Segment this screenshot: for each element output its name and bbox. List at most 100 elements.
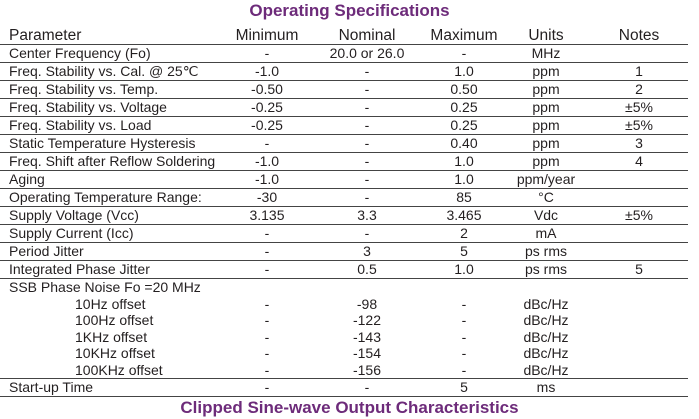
cell-value: - bbox=[308, 98, 426, 117]
table-row: Static Temperature Hysteresis - -0.40 ppm 3 bbox=[0, 134, 688, 153]
table-row: Operating Temperature Range: -30-85 °C bbox=[0, 188, 688, 207]
cell-value: - bbox=[308, 62, 426, 81]
table-row: Aging -1.0-1.0 ppm/year bbox=[0, 170, 688, 189]
cell-value bbox=[590, 345, 688, 362]
cell-value: ±5% bbox=[590, 206, 688, 225]
cell-value: - bbox=[461, 361, 467, 378]
header-row: Parameter Minimum Nominal Maximum Units Notes bbox=[0, 26, 688, 45]
cell-value: -98 bbox=[356, 295, 378, 312]
cell-value: - bbox=[308, 80, 426, 99]
column-header: Minimum bbox=[226, 26, 308, 45]
cell-value: - bbox=[226, 260, 308, 279]
cell-value: -122 bbox=[352, 312, 382, 328]
cell-value: - bbox=[308, 116, 426, 135]
table-row: 10Hz offset - -98 - dBc/Hz bbox=[0, 296, 688, 313]
cell-value bbox=[590, 188, 688, 207]
parameter-name: Period Jitter bbox=[0, 242, 226, 261]
cell-value: MHz bbox=[531, 45, 561, 61]
cell-value: -156 bbox=[352, 361, 382, 378]
cell-value: - bbox=[461, 295, 467, 312]
cell-value: ppm bbox=[502, 80, 590, 99]
table-row: Period Jitter -3 5 ps rms bbox=[0, 242, 688, 261]
cell-value: 3 bbox=[590, 134, 688, 153]
table-row: Freq. Stability vs. Cal. @ 25℃ -1.0-1.0 pp… bbox=[0, 62, 688, 81]
cell-value: dBc/Hz bbox=[523, 295, 569, 312]
cell-value: - bbox=[308, 134, 426, 153]
table-row: Supply Voltage (Vcc) 3.135 3.3 3.465 Vdc ±5% bbox=[0, 206, 688, 225]
cell-value: ±5% bbox=[590, 116, 688, 135]
parameter-name: Supply Current (Icc) bbox=[0, 224, 226, 243]
cell-value: dBc/Hz bbox=[523, 328, 569, 345]
cell-value: 0.5 bbox=[308, 260, 426, 279]
cell-value: -0.25 bbox=[226, 116, 308, 135]
cell-value: -154 bbox=[352, 345, 382, 361]
cell-value: ppm bbox=[502, 134, 590, 153]
cell-value: - bbox=[264, 345, 270, 361]
cell-value: 2 bbox=[426, 224, 502, 243]
cell-value: °C bbox=[502, 188, 590, 207]
specifications-table: Parameter Minimum Nominal Maximum Units Notes… bbox=[0, 26, 688, 397]
cell-value: - bbox=[308, 170, 426, 189]
cell-value: -0.50 bbox=[226, 80, 308, 99]
cell-value: 1 bbox=[590, 62, 688, 81]
table-row: Freq. Stability vs. Temp. -0.50-0.50 ppm 2 bbox=[0, 80, 688, 99]
table-row: 1KHz offset - -143 - dBc/Hz bbox=[0, 329, 688, 346]
column-header: Maximum bbox=[426, 26, 502, 45]
parameter-name: 1KHz offset bbox=[75, 328, 148, 345]
cell-value: dBc/Hz bbox=[523, 361, 569, 378]
parameter-name: Start-up Time bbox=[0, 378, 226, 397]
cell-value: -30 bbox=[226, 188, 308, 207]
cell-value: 0.50 bbox=[426, 80, 502, 99]
cell-value bbox=[590, 312, 688, 329]
parameter-name: Supply Voltage (Vcc) bbox=[0, 206, 226, 225]
cell-value bbox=[590, 170, 688, 189]
cell-value: - bbox=[226, 242, 308, 261]
parameter-name: Static Temperature Hysteresis bbox=[0, 134, 226, 153]
column-header: Nominal bbox=[308, 26, 426, 45]
cell-value: Vdc bbox=[502, 206, 590, 225]
cell-value: - bbox=[264, 328, 270, 345]
cell-value: -1.0 bbox=[226, 62, 308, 81]
section-title: Operating Specifications bbox=[249, 1, 450, 20]
table-row: Freq. Stability vs. Voltage -0.25-0.25 ppm… bbox=[0, 98, 688, 117]
parameter-name: Freq. Stability vs. Load bbox=[0, 116, 226, 135]
cell-value: 4 bbox=[590, 152, 688, 171]
cell-value: 1.0 bbox=[426, 152, 502, 171]
cell-value: mA bbox=[502, 224, 590, 243]
cell-value: 5 bbox=[426, 242, 502, 261]
cell-value: -0.25 bbox=[226, 98, 308, 117]
cell-value: 3.135 bbox=[226, 206, 308, 225]
cell-value: ps rms bbox=[502, 260, 590, 279]
cell-value: - bbox=[264, 361, 270, 378]
cell-value bbox=[590, 362, 688, 379]
cell-value: ppm bbox=[502, 152, 590, 171]
cell-value: 85 bbox=[426, 188, 502, 207]
cell-value: -1.0 bbox=[226, 152, 308, 171]
cell-value: ppm bbox=[502, 116, 590, 135]
table-row: Freq. Stability vs. Load -0.25-0.25 ppm ±5% bbox=[0, 116, 688, 135]
cell-value: dBc/Hz bbox=[523, 345, 569, 361]
cell-value: 2 bbox=[590, 80, 688, 99]
cell-value: - bbox=[461, 345, 467, 361]
table-row: Integrated Phase Jitter -0.5 1.0 ps rms 5 bbox=[0, 260, 688, 279]
parameter-name: 10Hz offset bbox=[75, 295, 146, 312]
cell-value bbox=[590, 242, 688, 261]
table-row: 100KHz offset - -156 - dBc/Hz bbox=[0, 362, 688, 379]
cell-value: 20.0 or 26.0 bbox=[329, 45, 405, 61]
next-section-title: Clipped Sine-wave Output Characteristics bbox=[180, 398, 519, 417]
cell-value: 3.465 bbox=[426, 206, 502, 225]
cell-value: - bbox=[308, 188, 426, 207]
parameter-name: 100Hz offset bbox=[75, 312, 154, 328]
cell-value: - bbox=[264, 295, 270, 312]
cell-value: -143 bbox=[352, 328, 382, 345]
cell-value: ±5% bbox=[590, 98, 688, 117]
cell-value bbox=[590, 329, 688, 346]
cell-value: - bbox=[226, 224, 308, 243]
table-row: Freq. Shift after Reflow Soldering -1.0-1… bbox=[0, 152, 688, 171]
cell-value: ppm/year bbox=[502, 170, 590, 189]
cell-value: 0.25 bbox=[426, 98, 502, 117]
cell-value: ps rms bbox=[502, 242, 590, 261]
parameter-name: Center Frequency (Fo) bbox=[9, 45, 151, 61]
parameter-name: Freq. Stability vs. Voltage bbox=[0, 98, 226, 117]
cell-value: 5 bbox=[426, 378, 502, 397]
